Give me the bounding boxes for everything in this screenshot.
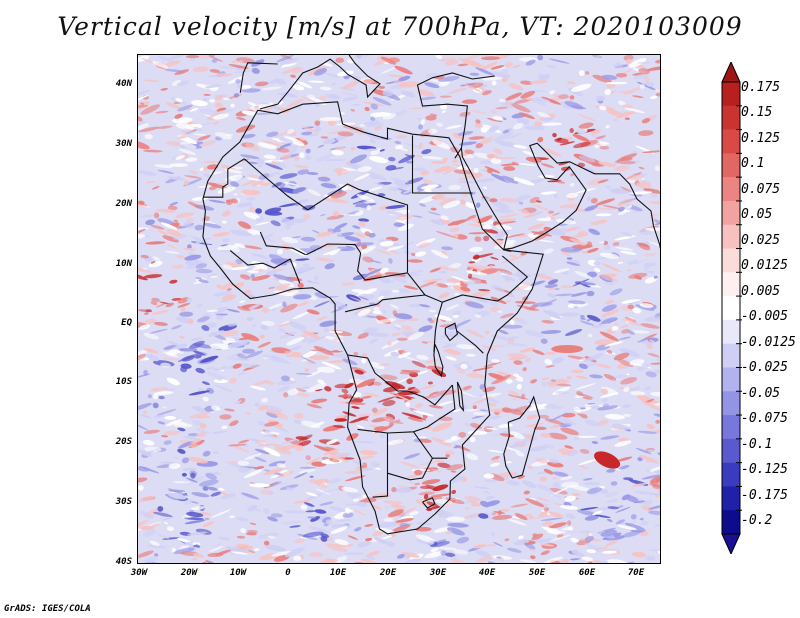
border-mali-burkina bbox=[259, 231, 306, 256]
colorbar-label: 0.175 bbox=[741, 80, 781, 95]
lon-tick-label: 60E bbox=[578, 568, 596, 578]
lat-tick-label: 40N bbox=[115, 79, 132, 89]
colorbar-swatch bbox=[722, 296, 740, 321]
colorbar-swatch bbox=[722, 200, 740, 226]
border-drc-south bbox=[347, 354, 453, 406]
colorbar-swatch bbox=[722, 105, 740, 130]
border-great-lakes bbox=[433, 302, 443, 353]
colorbar-top-arrow bbox=[721, 62, 741, 83]
colorbar-swatch bbox=[722, 462, 740, 487]
lat-tick-label: 20N bbox=[115, 199, 132, 209]
colorbar-swatch bbox=[722, 129, 740, 154]
colorbar-swatch bbox=[722, 415, 740, 440]
lon-tick-label: 10E bbox=[329, 568, 347, 578]
lat-tick-label: 40S bbox=[115, 557, 132, 567]
border-egypt bbox=[411, 135, 473, 194]
border-western-sahara bbox=[202, 158, 245, 198]
colorbar-swatch bbox=[722, 177, 740, 202]
arabia-iran-india-coast bbox=[503, 142, 660, 250]
map-panel bbox=[137, 54, 661, 564]
lat-tick-label: 30N bbox=[115, 139, 132, 149]
border-lesotho bbox=[422, 497, 436, 509]
iberia-coast bbox=[239, 62, 278, 93]
colorbar-frame bbox=[721, 81, 741, 535]
colorbar-label: 0.05 bbox=[741, 207, 773, 222]
madagascar-coastline bbox=[503, 395, 541, 479]
colorbar-label: 0.0125 bbox=[741, 258, 788, 273]
colorbar-label: -0.075 bbox=[741, 411, 788, 426]
cyclone-updraft bbox=[594, 451, 621, 469]
lon-tick-label: 70E bbox=[627, 568, 645, 578]
lon-tick-label: 20W bbox=[180, 568, 198, 578]
lat-tick-label: 10S bbox=[115, 377, 132, 387]
africa-coastline bbox=[202, 101, 544, 535]
colorbar-label: 0.15 bbox=[741, 105, 773, 120]
colorbar-swatch bbox=[722, 224, 740, 249]
lat-tick-label: 30S bbox=[115, 497, 132, 507]
colorbar-label: -0.05 bbox=[741, 386, 781, 401]
lon-tick-label: 20E bbox=[379, 568, 397, 578]
colorbar-swatch bbox=[722, 319, 740, 344]
colorbar-label: -0.125 bbox=[741, 462, 788, 477]
colorbar-label: 0.005 bbox=[741, 284, 781, 299]
colorbar-label: -0.0125 bbox=[741, 335, 796, 350]
lon-tick-label: 30W bbox=[130, 568, 148, 578]
lake-malawi bbox=[456, 381, 465, 412]
border-sahel bbox=[305, 243, 529, 303]
border-kenya-tanzania bbox=[456, 330, 484, 354]
colorbar-label: -0.1 bbox=[741, 437, 773, 452]
colorbar-swatch bbox=[722, 272, 740, 297]
colorbar-swatch bbox=[722, 438, 740, 463]
colorbar-swatch bbox=[722, 486, 740, 511]
updraft-band bbox=[551, 345, 584, 353]
velocity-field-map bbox=[138, 55, 660, 563]
colorbar-label: 0.1 bbox=[741, 156, 765, 171]
lake-tanganyika bbox=[433, 343, 444, 378]
lat-tick-label: 10N bbox=[115, 259, 132, 269]
colorbar-swatch bbox=[722, 510, 740, 535]
colorbar bbox=[721, 62, 742, 554]
colorbar-label: 0.025 bbox=[741, 233, 781, 248]
lat-tick-label: 20S bbox=[115, 437, 132, 447]
colorbar-label: -0.2 bbox=[741, 513, 773, 528]
lake-victoria bbox=[444, 322, 459, 342]
red-sea-coast bbox=[454, 146, 508, 250]
velocity-field-layer bbox=[138, 55, 660, 563]
levant-anatolia-coast bbox=[416, 72, 495, 149]
border-sahara bbox=[243, 158, 409, 273]
colorbar-swatch bbox=[722, 248, 740, 273]
border-namibia bbox=[372, 433, 389, 498]
colorbar-bottom-arrow bbox=[721, 533, 741, 554]
border-cameroon-car bbox=[344, 294, 426, 313]
lon-tick-label: 50E bbox=[528, 568, 546, 578]
lon-tick-label: 30E bbox=[429, 568, 447, 578]
colorbar-swatches bbox=[721, 62, 741, 554]
colorbar-ticks bbox=[736, 105, 742, 511]
colorbar-label: -0.005 bbox=[741, 309, 788, 324]
border-botswana bbox=[387, 457, 433, 481]
chart-title: Vertical velocity [m/s] at 700hPa, VT: 2… bbox=[57, 12, 743, 41]
colorbar-label: -0.025 bbox=[741, 360, 788, 375]
lon-tick-label: 0 bbox=[285, 568, 291, 578]
southern-europe-coast bbox=[259, 55, 381, 110]
software-credit: GrADS: IGES/COLA bbox=[4, 604, 91, 614]
colorbar-swatch bbox=[722, 343, 740, 368]
border-west-africa bbox=[229, 250, 301, 284]
colorbar-swatch bbox=[722, 153, 740, 178]
colorbar-swatch bbox=[722, 367, 740, 392]
coastline-layer bbox=[202, 55, 660, 535]
colorbar-swatch bbox=[722, 82, 740, 107]
colorbar-label: -0.175 bbox=[741, 488, 788, 503]
lat-tick-label: EQ bbox=[121, 318, 132, 328]
lon-tick-label: 40E bbox=[478, 568, 496, 578]
colorbar-label: 0.125 bbox=[741, 131, 781, 146]
colorbar-swatch bbox=[722, 391, 740, 416]
colorbar-label: 0.075 bbox=[741, 182, 781, 197]
lon-tick-label: 10W bbox=[229, 568, 247, 578]
